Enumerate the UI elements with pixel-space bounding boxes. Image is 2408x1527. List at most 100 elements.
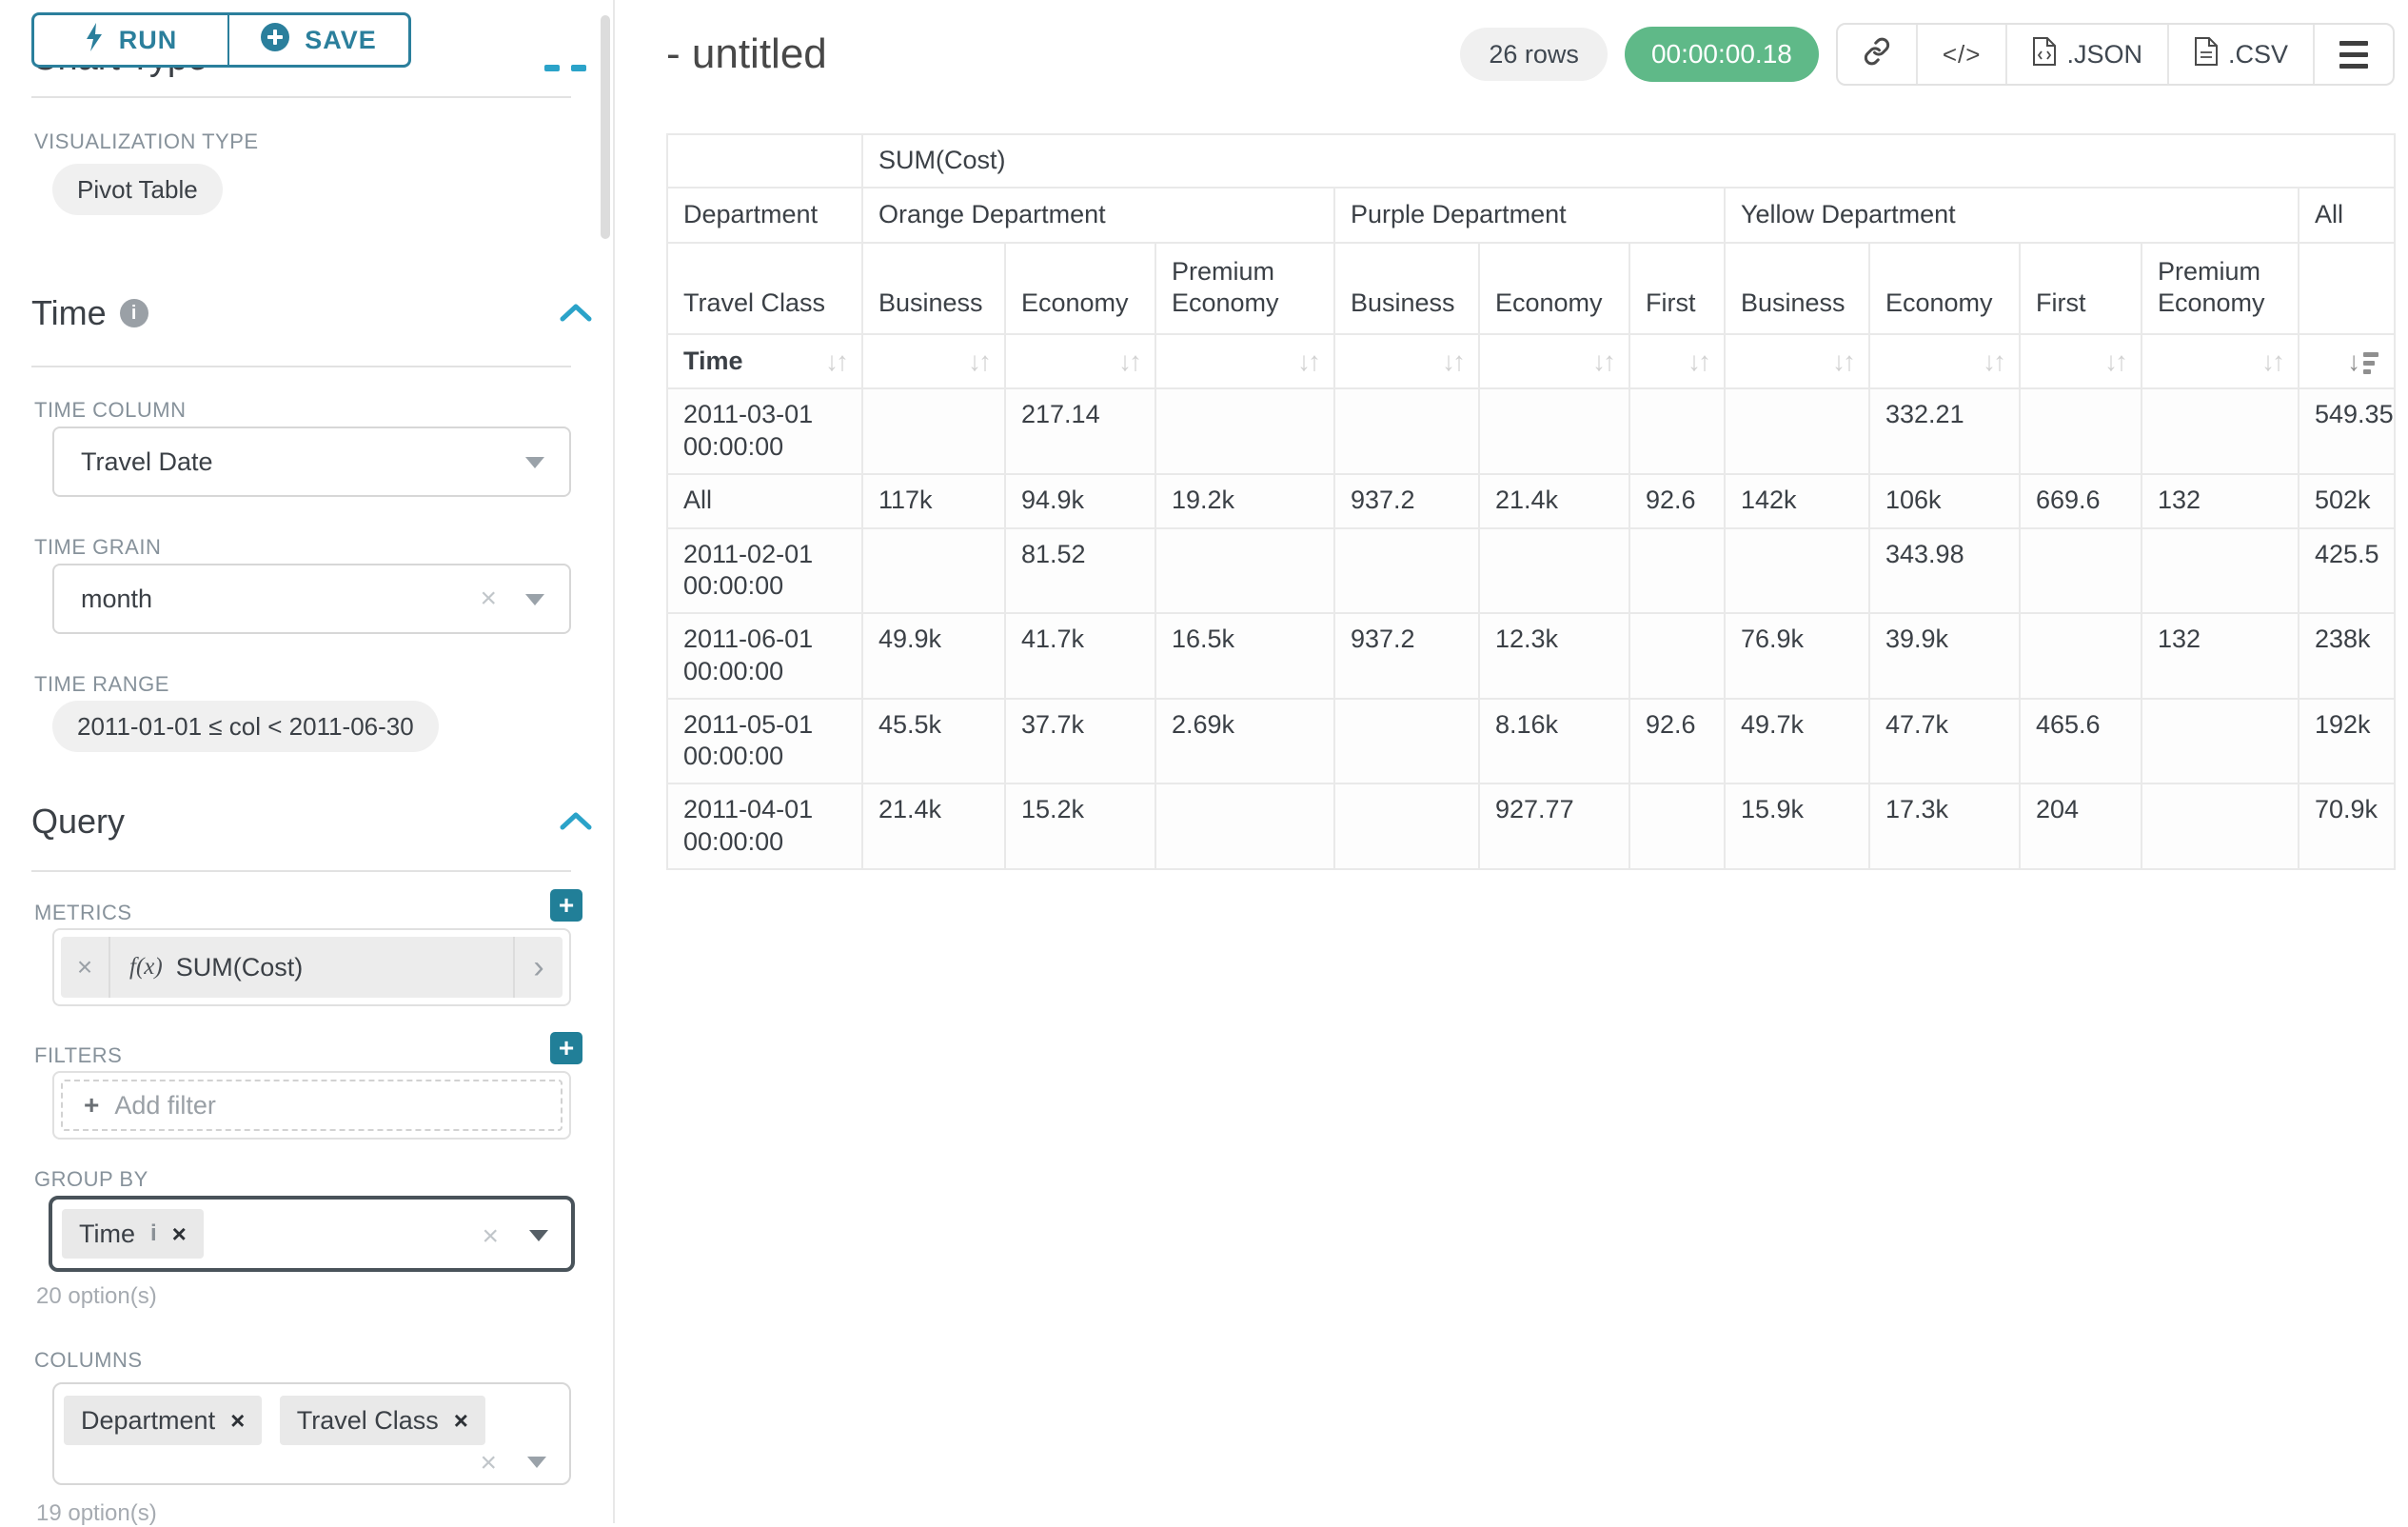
metric-chip[interactable]: × f(x) SUM(Cost) ›: [61, 937, 563, 998]
remove-metric-icon[interactable]: ×: [61, 937, 110, 998]
sort-header[interactable]: ↓↑: [2020, 334, 2142, 388]
menu-button[interactable]: [2313, 25, 2393, 84]
row-count-badge: 26 rows: [1460, 28, 1608, 81]
chart-title[interactable]: - untitled: [666, 30, 827, 78]
sort-icon[interactable]: ↓↑: [1688, 345, 1708, 378]
pivot-cell: 142k: [1725, 474, 1869, 528]
remove-chip-icon[interactable]: ×: [172, 1220, 187, 1249]
table-row: 2011-05-01 00:00:00 45.5k 37.7k 2.69k 8.…: [667, 699, 2395, 784]
sort-header[interactable]: ↓↑: [1629, 334, 1725, 388]
rows-dimension-header: Time: [683, 346, 743, 378]
clear-icon[interactable]: ×: [480, 1447, 497, 1479]
sort-icon[interactable]: ↓↑: [1118, 345, 1139, 378]
table-row: 2011-04-01 00:00:00 21.4k 15.2k 927.77 1…: [667, 783, 2395, 869]
pivot-cell: 92.6: [1629, 474, 1725, 528]
sub-column-header: Economy: [1869, 243, 2020, 334]
chevron-up-icon[interactable]: [560, 303, 592, 322]
export-csv-button[interactable]: .CSV: [2167, 25, 2313, 84]
embed-code-button[interactable]: </>: [1916, 25, 2006, 84]
group-by-chip-label: Time: [79, 1220, 135, 1249]
remove-chip-icon[interactable]: ×: [454, 1406, 468, 1436]
sort-icon[interactable]: ↓↑: [1832, 345, 1853, 378]
link-icon: [1863, 37, 1891, 72]
pivot-cell: [2142, 388, 2299, 474]
pivot-cell: 15.2k: [1005, 783, 1155, 869]
sort-header[interactable]: ↓↑: [1725, 334, 1869, 388]
clipped-panel-icon: [571, 65, 586, 71]
group-by-select[interactable]: Time i × ×: [49, 1196, 575, 1272]
sort-icon[interactable]: ↓↑: [1983, 345, 2003, 378]
sub-dimension-header: Travel Class: [667, 243, 862, 334]
control-panel: Chart Type RUN SAVE VISUALIZATION TYPE P…: [0, 0, 615, 1523]
time-grain-select[interactable]: month ×: [52, 564, 571, 634]
caret-down-icon: [525, 594, 544, 605]
visualization-type-value[interactable]: Pivot Table: [52, 164, 223, 215]
export-json-button[interactable]: .JSON: [2005, 25, 2167, 84]
columns-select[interactable]: Department × Travel Class × ×: [52, 1382, 571, 1485]
pivot-cell: 8.16k: [1479, 699, 1629, 784]
sort-header[interactable]: Time ↓↑: [667, 334, 862, 388]
hamburger-icon: [2339, 41, 2368, 69]
pivot-cell: [1479, 528, 1629, 614]
chart-area: - untitled 26 rows 00:00:00.18 </> .JSON: [617, 0, 2408, 1523]
remove-chip-icon[interactable]: ×: [230, 1406, 245, 1436]
add-filter-plus-button[interactable]: +: [550, 1032, 582, 1064]
export-json-label: .JSON: [2066, 40, 2142, 69]
pivot-cell: [1155, 528, 1334, 614]
lightning-icon: [85, 23, 104, 58]
chevron-right-icon[interactable]: ›: [513, 937, 563, 998]
sort-header[interactable]: ↓↑: [1334, 334, 1479, 388]
sub-column-header: Economy: [1005, 243, 1155, 334]
column-group-header: Purple Department: [1334, 188, 1725, 243]
pivot-cell: 19.2k: [1155, 474, 1334, 528]
chevron-up-icon[interactable]: [560, 811, 592, 830]
sort-header[interactable]: ↓↑: [862, 334, 1005, 388]
row-header: 2011-06-01 00:00:00: [667, 613, 862, 699]
run-button[interactable]: RUN: [31, 12, 228, 68]
sort-icon[interactable]: ↓↑: [1592, 345, 1613, 378]
metrics-field: × f(x) SUM(Cost) ›: [52, 928, 571, 1006]
clear-icon[interactable]: ×: [480, 583, 497, 615]
sort-header-active[interactable]: ↓: [2299, 334, 2395, 388]
panel-scrollbar[interactable]: [601, 15, 610, 239]
group-by-chip[interactable]: Time i ×: [62, 1209, 204, 1259]
pivot-cell: 549.35: [2299, 388, 2395, 474]
column-group-header: Yellow Department: [1725, 188, 2299, 243]
sort-icon[interactable]: ↓↑: [1297, 345, 1318, 378]
columns-chip[interactable]: Travel Class ×: [280, 1396, 485, 1445]
sort-icon[interactable]: ↓↑: [2104, 345, 2125, 378]
share-link-button[interactable]: [1838, 25, 1916, 84]
filters-field: + Add filter: [52, 1071, 571, 1140]
time-range-value[interactable]: 2011-01-01 ≤ col < 2011-06-30: [52, 701, 439, 752]
time-column-select[interactable]: Travel Date: [52, 426, 571, 497]
pivot-cell: 17.3k: [1869, 783, 2020, 869]
columns-chip[interactable]: Department ×: [64, 1396, 262, 1445]
query-section-title: Query: [31, 802, 125, 842]
save-button[interactable]: SAVE: [228, 12, 411, 68]
row-header: 2011-02-01 00:00:00: [667, 528, 862, 614]
pivot-cell: [1334, 699, 1479, 784]
add-filter-button[interactable]: + Add filter: [61, 1080, 563, 1131]
pivot-cell: 425.5: [2299, 528, 2395, 614]
file-code-icon: [2032, 36, 2057, 73]
sort-descending-icon[interactable]: ↓: [2347, 348, 2378, 375]
sort-icon[interactable]: ↓↑: [1442, 345, 1463, 378]
query-section-heading: Query: [31, 802, 125, 842]
clear-icon[interactable]: ×: [482, 1220, 499, 1253]
pivot-cell: [2142, 699, 2299, 784]
sort-header[interactable]: ↓↑: [1479, 334, 1629, 388]
add-metric-button[interactable]: +: [550, 889, 582, 922]
sort-header[interactable]: ↓↑: [1155, 334, 1334, 388]
sort-icon[interactable]: ↓↑: [825, 345, 846, 378]
sort-icon[interactable]: ↓↑: [968, 345, 989, 378]
sort-icon[interactable]: ↓↑: [2261, 345, 2282, 378]
sort-header[interactable]: ↓↑: [1869, 334, 2020, 388]
sub-column-header: First: [1629, 243, 1725, 334]
pivot-cell: 21.4k: [1479, 474, 1629, 528]
metric-chip-label: SUM(Cost): [176, 953, 304, 982]
columns-chip-label: Travel Class: [297, 1406, 439, 1436]
sort-header[interactable]: ↓↑: [2142, 334, 2299, 388]
group-by-label: GROUP BY: [34, 1167, 148, 1192]
sort-header[interactable]: ↓↑: [1005, 334, 1155, 388]
pivot-cell: 49.7k: [1725, 699, 1869, 784]
